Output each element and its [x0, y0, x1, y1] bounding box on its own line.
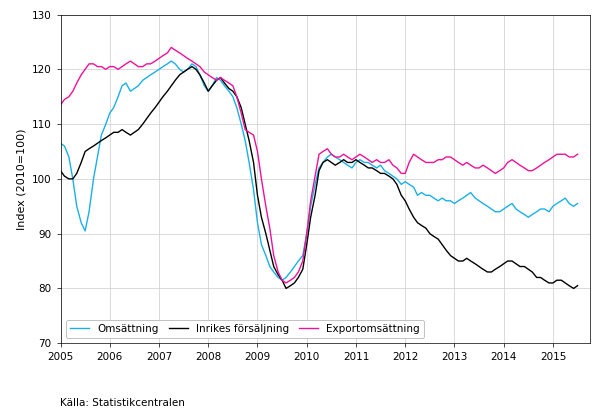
Inrikes försäljning: [283, 286, 290, 291]
Inrikes försäljning: [500, 261, 508, 266]
Omsättning: [574, 201, 581, 206]
Line: Inrikes försäljning: Inrikes försäljning: [60, 67, 578, 288]
Inrikes försäljning: [57, 168, 64, 173]
Inrikes försäljning: [188, 64, 195, 69]
Line: Exportomsättning: Exportomsättning: [60, 47, 578, 283]
Exportomsättning: [365, 157, 372, 162]
Legend: Omsättning, Inrikes försäljning, Exportomsättning: Omsättning, Inrikes försäljning, Exporto…: [66, 319, 424, 338]
Omsättning: [82, 228, 89, 233]
Inrikes försäljning: [574, 283, 581, 288]
Omsättning: [545, 209, 552, 214]
Exportomsättning: [545, 157, 552, 162]
Exportomsättning: [57, 102, 64, 107]
Inrikes försäljning: [545, 280, 552, 285]
Omsättning: [393, 176, 401, 181]
Inrikes försäljning: [82, 149, 89, 154]
Text: Källa: Statistikcentralen: Källa: Statistikcentralen: [60, 398, 185, 408]
Omsättning: [373, 166, 381, 171]
Exportomsättning: [82, 67, 89, 72]
Exportomsättning: [373, 157, 381, 162]
Inrikes försäljning: [373, 168, 381, 173]
Exportomsättning: [168, 45, 175, 50]
Omsättning: [278, 278, 286, 283]
Inrikes försäljning: [393, 182, 401, 187]
Exportomsättning: [574, 152, 581, 157]
Omsättning: [57, 141, 64, 146]
Exportomsättning: [283, 280, 290, 285]
Omsättning: [500, 206, 508, 211]
Y-axis label: Index (2010=100): Index (2010=100): [16, 128, 26, 230]
Omsättning: [365, 160, 372, 165]
Exportomsättning: [393, 166, 401, 171]
Inrikes försäljning: [365, 166, 372, 171]
Omsättning: [168, 59, 175, 64]
Exportomsättning: [500, 166, 508, 171]
Line: Omsättning: Omsättning: [60, 61, 578, 280]
